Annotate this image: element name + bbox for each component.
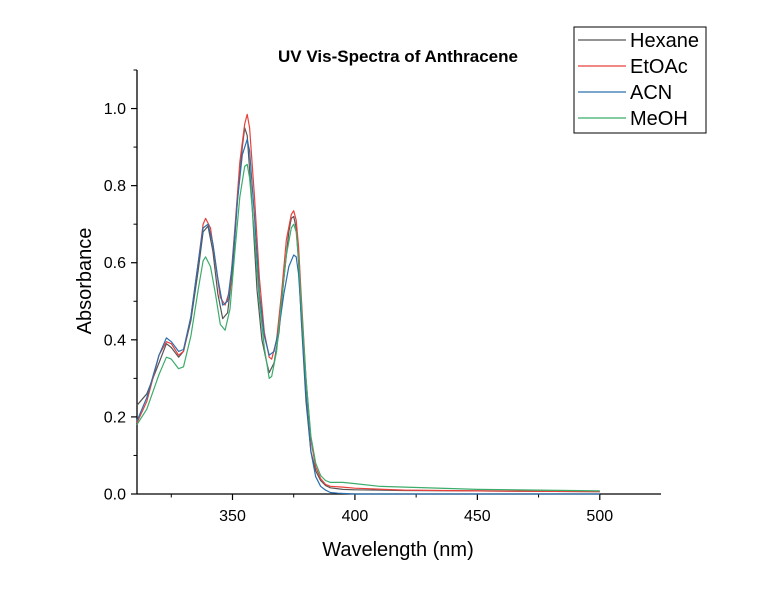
y-tick-label: 0.0 bbox=[104, 487, 126, 504]
legend: Hexane EtOAc ACN MeOH bbox=[573, 26, 707, 134]
y-tick-label: 0.2 bbox=[104, 409, 126, 426]
x-tick-label: 400 bbox=[342, 508, 369, 525]
axes bbox=[136, 70, 661, 495]
y-tick-label: 1.0 bbox=[104, 101, 126, 118]
x-tick-label: 350 bbox=[219, 508, 246, 525]
legend-label-hexane: Hexane bbox=[630, 30, 699, 52]
chart-title: UV Vis-Spectra of Anthracene bbox=[278, 47, 518, 66]
y-tick-label: 0.8 bbox=[104, 178, 126, 195]
y-tick-label: 0.6 bbox=[104, 255, 126, 272]
series-line-etoac bbox=[136, 113, 600, 493]
legend-label-acn: ACN bbox=[630, 82, 672, 104]
legend-label-etoac: EtOAc bbox=[630, 56, 688, 78]
x-axis-label: Wavelength (nm) bbox=[322, 539, 474, 561]
series-layer bbox=[136, 113, 600, 495]
legend-box bbox=[573, 26, 707, 134]
y-axis-ticks: 0.0 0.2 0.4 0.6 0.8 1.0 bbox=[104, 69, 137, 504]
x-tick-label: 450 bbox=[464, 508, 491, 525]
legend-label-meoh: MeOH bbox=[630, 108, 688, 130]
y-tick-label: 0.4 bbox=[104, 332, 126, 349]
series-line-acn bbox=[136, 138, 600, 495]
x-axis-ticks: 350 400 450 500 bbox=[170, 494, 613, 525]
series-line-hexane bbox=[136, 127, 600, 493]
y-axis-label: Absorbance bbox=[74, 228, 96, 335]
x-tick-label: 500 bbox=[586, 508, 613, 525]
series-line-meoh bbox=[136, 163, 600, 492]
